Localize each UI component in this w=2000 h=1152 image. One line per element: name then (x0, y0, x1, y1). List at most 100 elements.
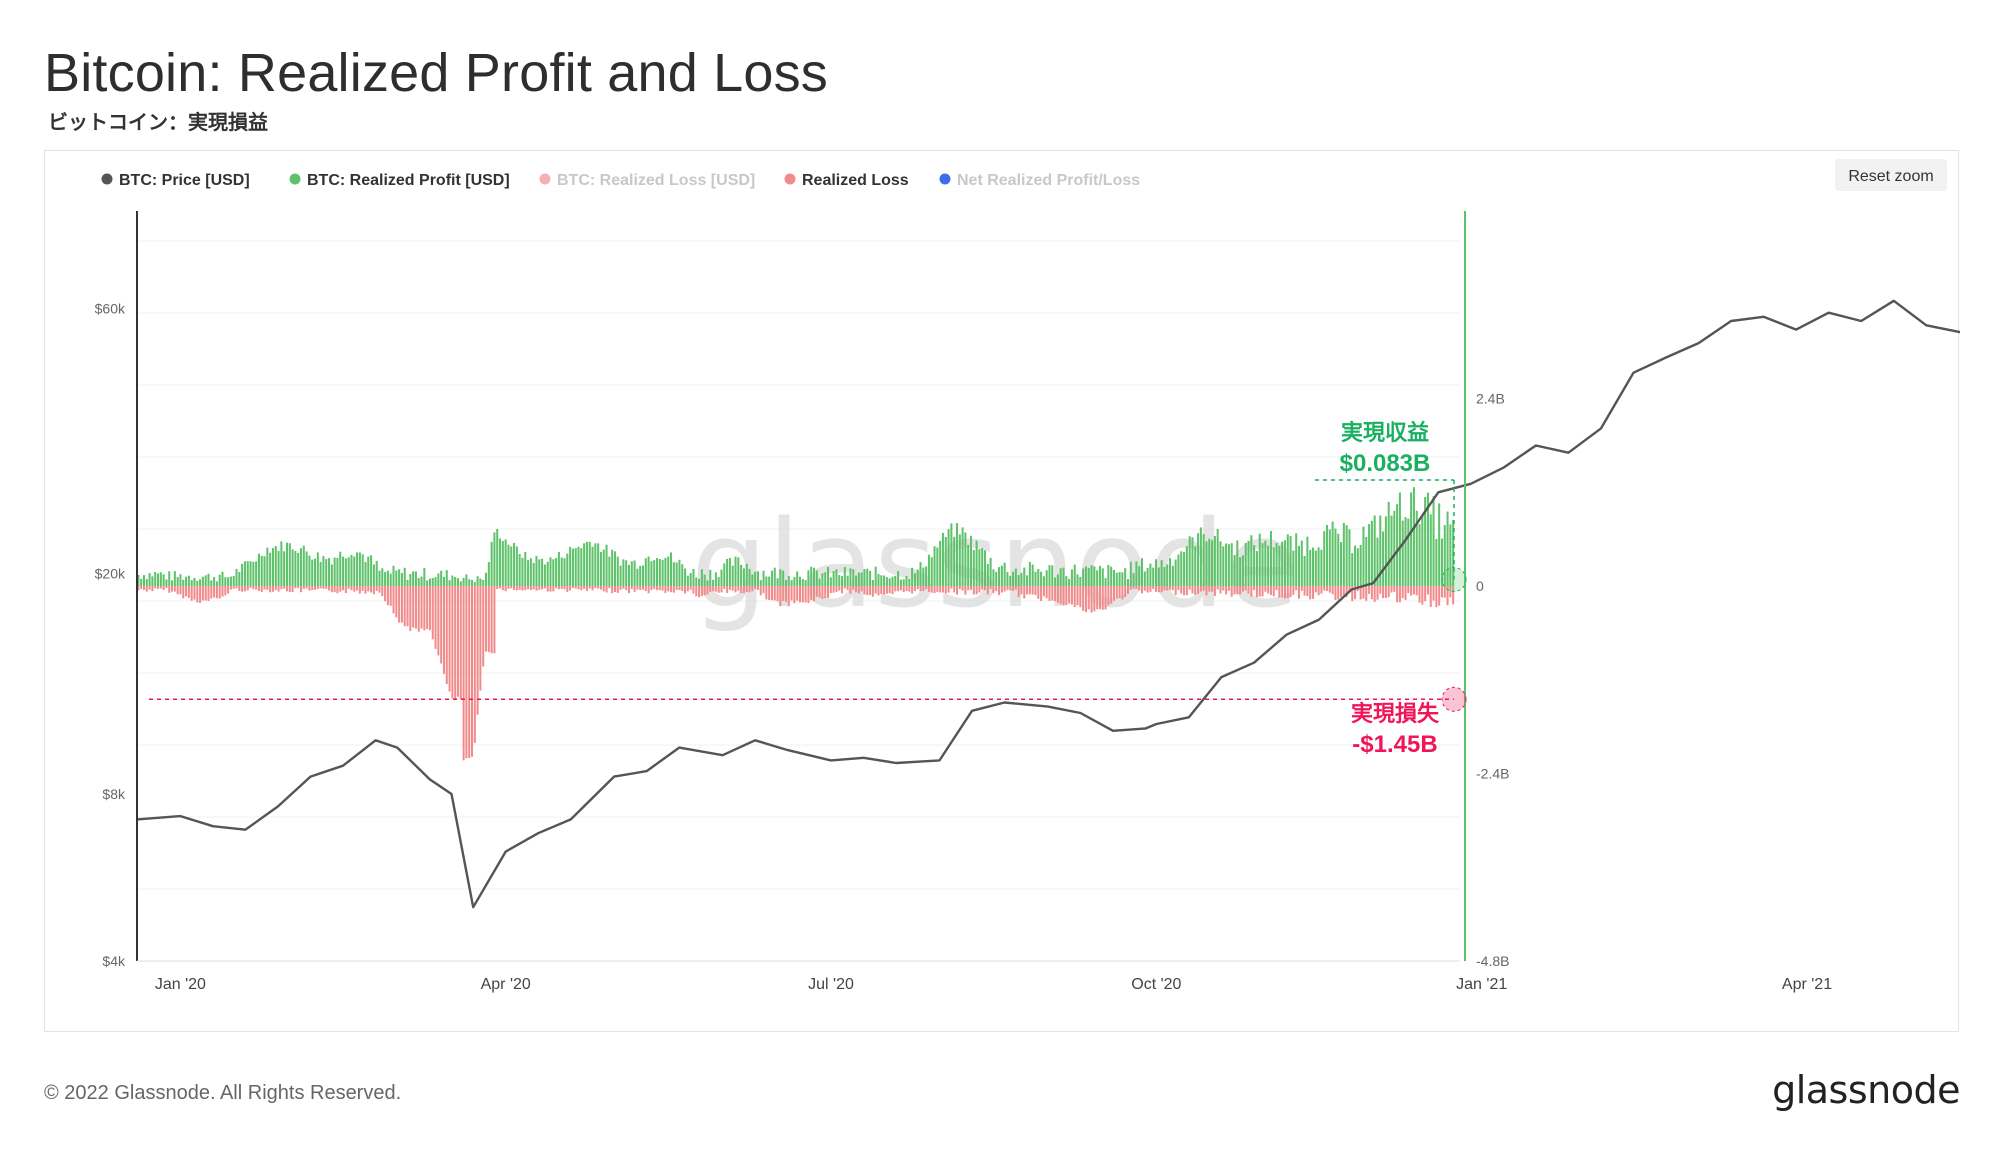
profit-bar (919, 562, 922, 586)
loss-bar (364, 586, 367, 594)
profit-bar (698, 578, 701, 586)
profit-bar (204, 575, 207, 586)
profit-bar (770, 570, 773, 586)
loss-bar (644, 586, 647, 592)
profit-bar (1045, 570, 1048, 586)
profit-bar (627, 564, 631, 586)
profit-bar (560, 557, 563, 586)
legend-item[interactable]: BTC: Price [USD] (101, 172, 250, 189)
loss-bar (1393, 586, 1396, 592)
loss-bar (1351, 586, 1354, 602)
profit-bar (255, 561, 258, 586)
legend-label: BTC: Realized Profit [USD] (307, 172, 510, 189)
loss-bar (1354, 586, 1357, 600)
profit-bar (608, 556, 611, 586)
loss-bar (686, 586, 689, 592)
legend-item[interactable]: BTC: Realized Profit [USD] (289, 172, 510, 189)
loss-bar (168, 586, 171, 593)
profit-bar (975, 540, 978, 586)
profit-bar (641, 565, 645, 586)
profit-bar (810, 566, 813, 586)
loss-bar (1169, 586, 1172, 590)
legend-item[interactable]: Net Realized Profit/Loss (939, 172, 1141, 189)
loss-bar (280, 586, 283, 590)
profit-bar (1118, 572, 1121, 586)
profit-bar (1303, 555, 1306, 586)
loss-bar (950, 586, 953, 589)
loss-bar (1118, 586, 1121, 599)
profit-bar (1236, 540, 1239, 586)
profit-bar (768, 576, 771, 586)
legend-item[interactable]: Realized Loss (784, 172, 909, 189)
loss-bar (866, 586, 869, 596)
profit-bar (412, 571, 415, 586)
loss-bar (1059, 586, 1062, 604)
loss-bar (812, 586, 816, 602)
profit-bar (1286, 534, 1289, 586)
reset-zoom-button[interactable]: Reset zoom (1835, 159, 1947, 191)
profit-bar (546, 561, 549, 586)
profit-bar (1340, 541, 1343, 586)
loss-bar (1300, 586, 1303, 591)
profit-bar (804, 579, 807, 586)
loss-bar (1107, 586, 1110, 606)
profit-bar (1438, 503, 1441, 586)
loss-bar (1003, 586, 1006, 592)
profit-bar (714, 572, 717, 586)
profit-bar (754, 571, 757, 586)
profit-bar (305, 551, 308, 586)
loss-bar (591, 586, 594, 591)
loss-bar (361, 586, 364, 591)
loss-bar (1255, 586, 1258, 598)
loss-bar (1370, 586, 1373, 600)
loss-bar (308, 586, 311, 591)
profit-bar (916, 569, 919, 586)
loss-bar (737, 586, 740, 591)
profit-bar (1250, 535, 1253, 586)
profit-bar (470, 579, 474, 586)
profit-bar (855, 575, 858, 586)
loss-bar (386, 586, 389, 606)
chart-canvas[interactable]: Reset zoom BTC: Price [USD] BTC: Realized… (45, 151, 1960, 1033)
loss-bar (667, 586, 670, 592)
profit-bar (961, 527, 964, 586)
loss-bar (1054, 586, 1057, 602)
loss-bar (1264, 586, 1267, 592)
loss-bar (849, 586, 852, 594)
profit-bar (496, 529, 499, 586)
loss-bar (1101, 586, 1104, 610)
profit-bar (1418, 524, 1421, 586)
x-tick-label: Jan '21 (1456, 976, 1507, 993)
loss-bar (1185, 586, 1188, 596)
loss-bar (1396, 586, 1399, 603)
profit-bar (1334, 528, 1337, 586)
legend-label: BTC: Price [USD] (119, 172, 250, 189)
loss-bar (1365, 586, 1368, 601)
loss-bar (995, 586, 998, 592)
loss-bar (1297, 586, 1301, 599)
loss-bar (566, 586, 569, 592)
loss-bar (594, 586, 597, 589)
profit-bar (1087, 567, 1090, 586)
loss-bar (426, 586, 429, 630)
profit-bar (1415, 510, 1418, 586)
profit-bar (1264, 540, 1267, 586)
profit-bar (1283, 540, 1286, 586)
loss-bar (1110, 586, 1113, 604)
profit-bar (142, 575, 146, 586)
profit-bar (1306, 536, 1309, 586)
left-tick-label: $60k (95, 301, 126, 317)
profit-bar (1356, 548, 1359, 586)
profit-bar (1157, 567, 1160, 586)
profit-bar (827, 566, 830, 586)
loss-bar (499, 586, 502, 589)
profit-bar (490, 541, 493, 586)
legend-item[interactable]: BTC: Realized Loss [USD] (539, 172, 756, 189)
profit-bar (339, 551, 342, 586)
loss-bar (378, 586, 381, 593)
profit-bar (1177, 554, 1180, 586)
loss-bar (1421, 586, 1424, 605)
right-tick-label: 0 (1476, 578, 1484, 594)
loss-bar (479, 586, 482, 691)
loss-bar (462, 586, 465, 761)
